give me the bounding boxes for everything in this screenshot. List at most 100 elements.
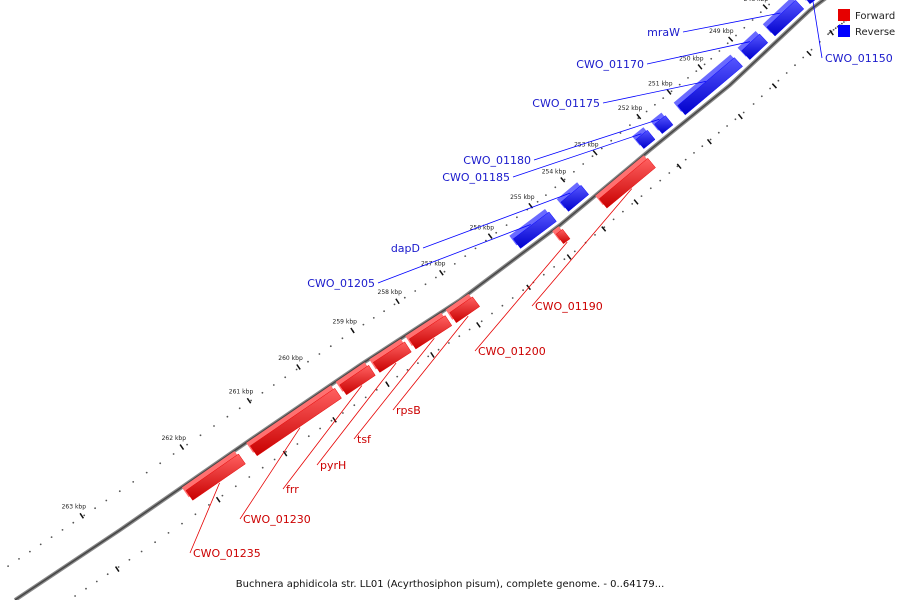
gene-label-frr[interactable]: frr	[286, 483, 299, 496]
track-dot-outer	[159, 462, 162, 465]
gene-label-CWO_01190[interactable]: CWO_01190	[535, 300, 603, 313]
track-dot-inner	[828, 32, 831, 34]
gene-CWO_01230[interactable]	[249, 387, 342, 457]
track-dot-outer	[307, 360, 309, 363]
track-dot-inner	[261, 466, 264, 469]
track-dot-outer	[726, 42, 729, 45]
track-dot-outer	[662, 97, 665, 99]
track-dot-inner	[777, 79, 780, 82]
kbp-tick-outer	[487, 233, 493, 239]
leader-CWO_01150	[812, 0, 823, 59]
kbp-tick-inner	[676, 163, 682, 170]
kbp-tick-label: 260 kbp	[278, 355, 303, 362]
track-dot-outer	[7, 565, 9, 567]
track-dot-inner	[221, 494, 224, 497]
gene-label-mraW[interactable]: mraW	[647, 26, 680, 39]
kbp-tick-outer	[666, 89, 672, 95]
track-dot-inner	[364, 396, 367, 399]
track-dot-inner	[802, 56, 805, 59]
track-dot-outer	[435, 276, 437, 279]
track-dot-inner	[794, 64, 796, 67]
track-dot-inner	[659, 179, 662, 182]
track-dot-outer	[768, 3, 770, 6]
track-dot-inner	[810, 48, 813, 51]
track-dot-inner	[603, 226, 606, 229]
leader-CWO_01190	[531, 188, 633, 307]
track-dot-outer	[695, 70, 698, 72]
gene-label-rpsB[interactable]: rpsB	[396, 404, 421, 417]
backbone-line	[14, 0, 825, 600]
track-dot-inner	[649, 187, 652, 190]
track-dot-inner	[542, 273, 545, 276]
gene-label-CWO_01200[interactable]: CWO_01200	[478, 345, 546, 358]
gene-CWO_01150-top	[805, 0, 807, 1]
track-dot-outer	[554, 186, 557, 189]
kbp-tick-outer	[728, 36, 734, 42]
kbp-tick-inner	[114, 566, 120, 573]
kbp-tick-label: 249 kbp	[709, 28, 734, 35]
gene-CWO_01180[interactable]	[654, 115, 674, 134]
track-dot-inner	[330, 419, 333, 422]
kbp-tick-inner	[566, 254, 572, 260]
gene-label-CWO_01180[interactable]: CWO_01180	[463, 154, 531, 167]
gene-pyrH[interactable]	[372, 341, 412, 373]
track-dot-inner	[234, 485, 237, 488]
kbp-tick-label: 259 kbp	[333, 318, 358, 325]
gene-CWO_01205[interactable]	[512, 211, 557, 249]
kbp-tick-outer	[395, 298, 400, 305]
track-dot-outer	[495, 231, 498, 234]
gene-label-CWO_01150[interactable]: CWO_01150	[825, 52, 893, 65]
kbp-tick-inner	[706, 138, 712, 145]
gene-label-dapD[interactable]: dapD	[391, 242, 420, 255]
track-dot-inner	[734, 118, 737, 121]
gene-label-CWO_01230[interactable]: CWO_01230	[243, 513, 311, 526]
track-dot-inner	[353, 404, 356, 407]
gene-CWO_01190[interactable]	[598, 157, 656, 209]
gene-CWO_01185[interactable]	[635, 129, 656, 149]
gene-label-pyrH[interactable]: pyrH	[320, 459, 346, 472]
track-dot-inner	[742, 111, 745, 114]
gene-CWO_01200[interactable]	[555, 228, 571, 245]
track-dot-outer	[678, 83, 681, 86]
track-dot-inner	[140, 550, 143, 553]
track-dot-inner	[117, 566, 120, 568]
track-dot-outer	[213, 425, 215, 427]
kbp-tick-outer	[79, 512, 85, 519]
track-dot-outer	[536, 200, 539, 203]
gene-CWO_01235[interactable]	[185, 453, 246, 501]
gene-tsf[interactable]	[408, 315, 453, 350]
track-dot-outer	[94, 507, 96, 510]
leader-CWO_01180	[533, 118, 660, 161]
gene-mraW[interactable]	[766, 0, 805, 37]
gene-frr[interactable]	[339, 364, 376, 396]
gene-rpsB[interactable]	[449, 296, 481, 324]
gene-CWO_01175[interactable]	[677, 57, 743, 116]
kbp-tick-inner	[771, 83, 778, 89]
track-dot-inner	[167, 532, 170, 534]
track-dot-inner	[296, 443, 299, 445]
leader-dapD	[422, 192, 571, 249]
gene-label-CWO_01235[interactable]: CWO_01235	[193, 547, 261, 560]
gene-label-CWO_01170[interactable]: CWO_01170	[576, 58, 644, 71]
kbp-tick-inner	[633, 199, 639, 205]
gene-dapD[interactable]	[560, 184, 590, 212]
track-dot-outer	[295, 368, 298, 371]
kbp-tick-label: 258 kbp	[378, 289, 403, 296]
kbp-tick-label: 252 kbp	[618, 105, 643, 112]
track-dot-outer	[600, 147, 603, 150]
gene-label-CWO_01185[interactable]: CWO_01185	[442, 171, 510, 184]
track-dot-inner	[154, 541, 157, 544]
gene-label-CWO_01175[interactable]: CWO_01175	[532, 97, 600, 110]
gene-label-tsf[interactable]: tsf	[357, 433, 372, 446]
track-dot-inner	[307, 435, 310, 438]
track-dot-inner	[684, 158, 687, 161]
track-dot-outer	[18, 558, 20, 560]
track-dot-inner	[181, 522, 183, 525]
gene-label-CWO_01205[interactable]: CWO_01205	[307, 277, 375, 290]
track-dot-inner	[563, 258, 566, 261]
leader-pyrH	[316, 362, 397, 466]
kbp-tick-inner	[215, 496, 221, 503]
kbp-tick-outer	[762, 4, 768, 10]
gene-CWO_01170[interactable]	[741, 33, 769, 60]
